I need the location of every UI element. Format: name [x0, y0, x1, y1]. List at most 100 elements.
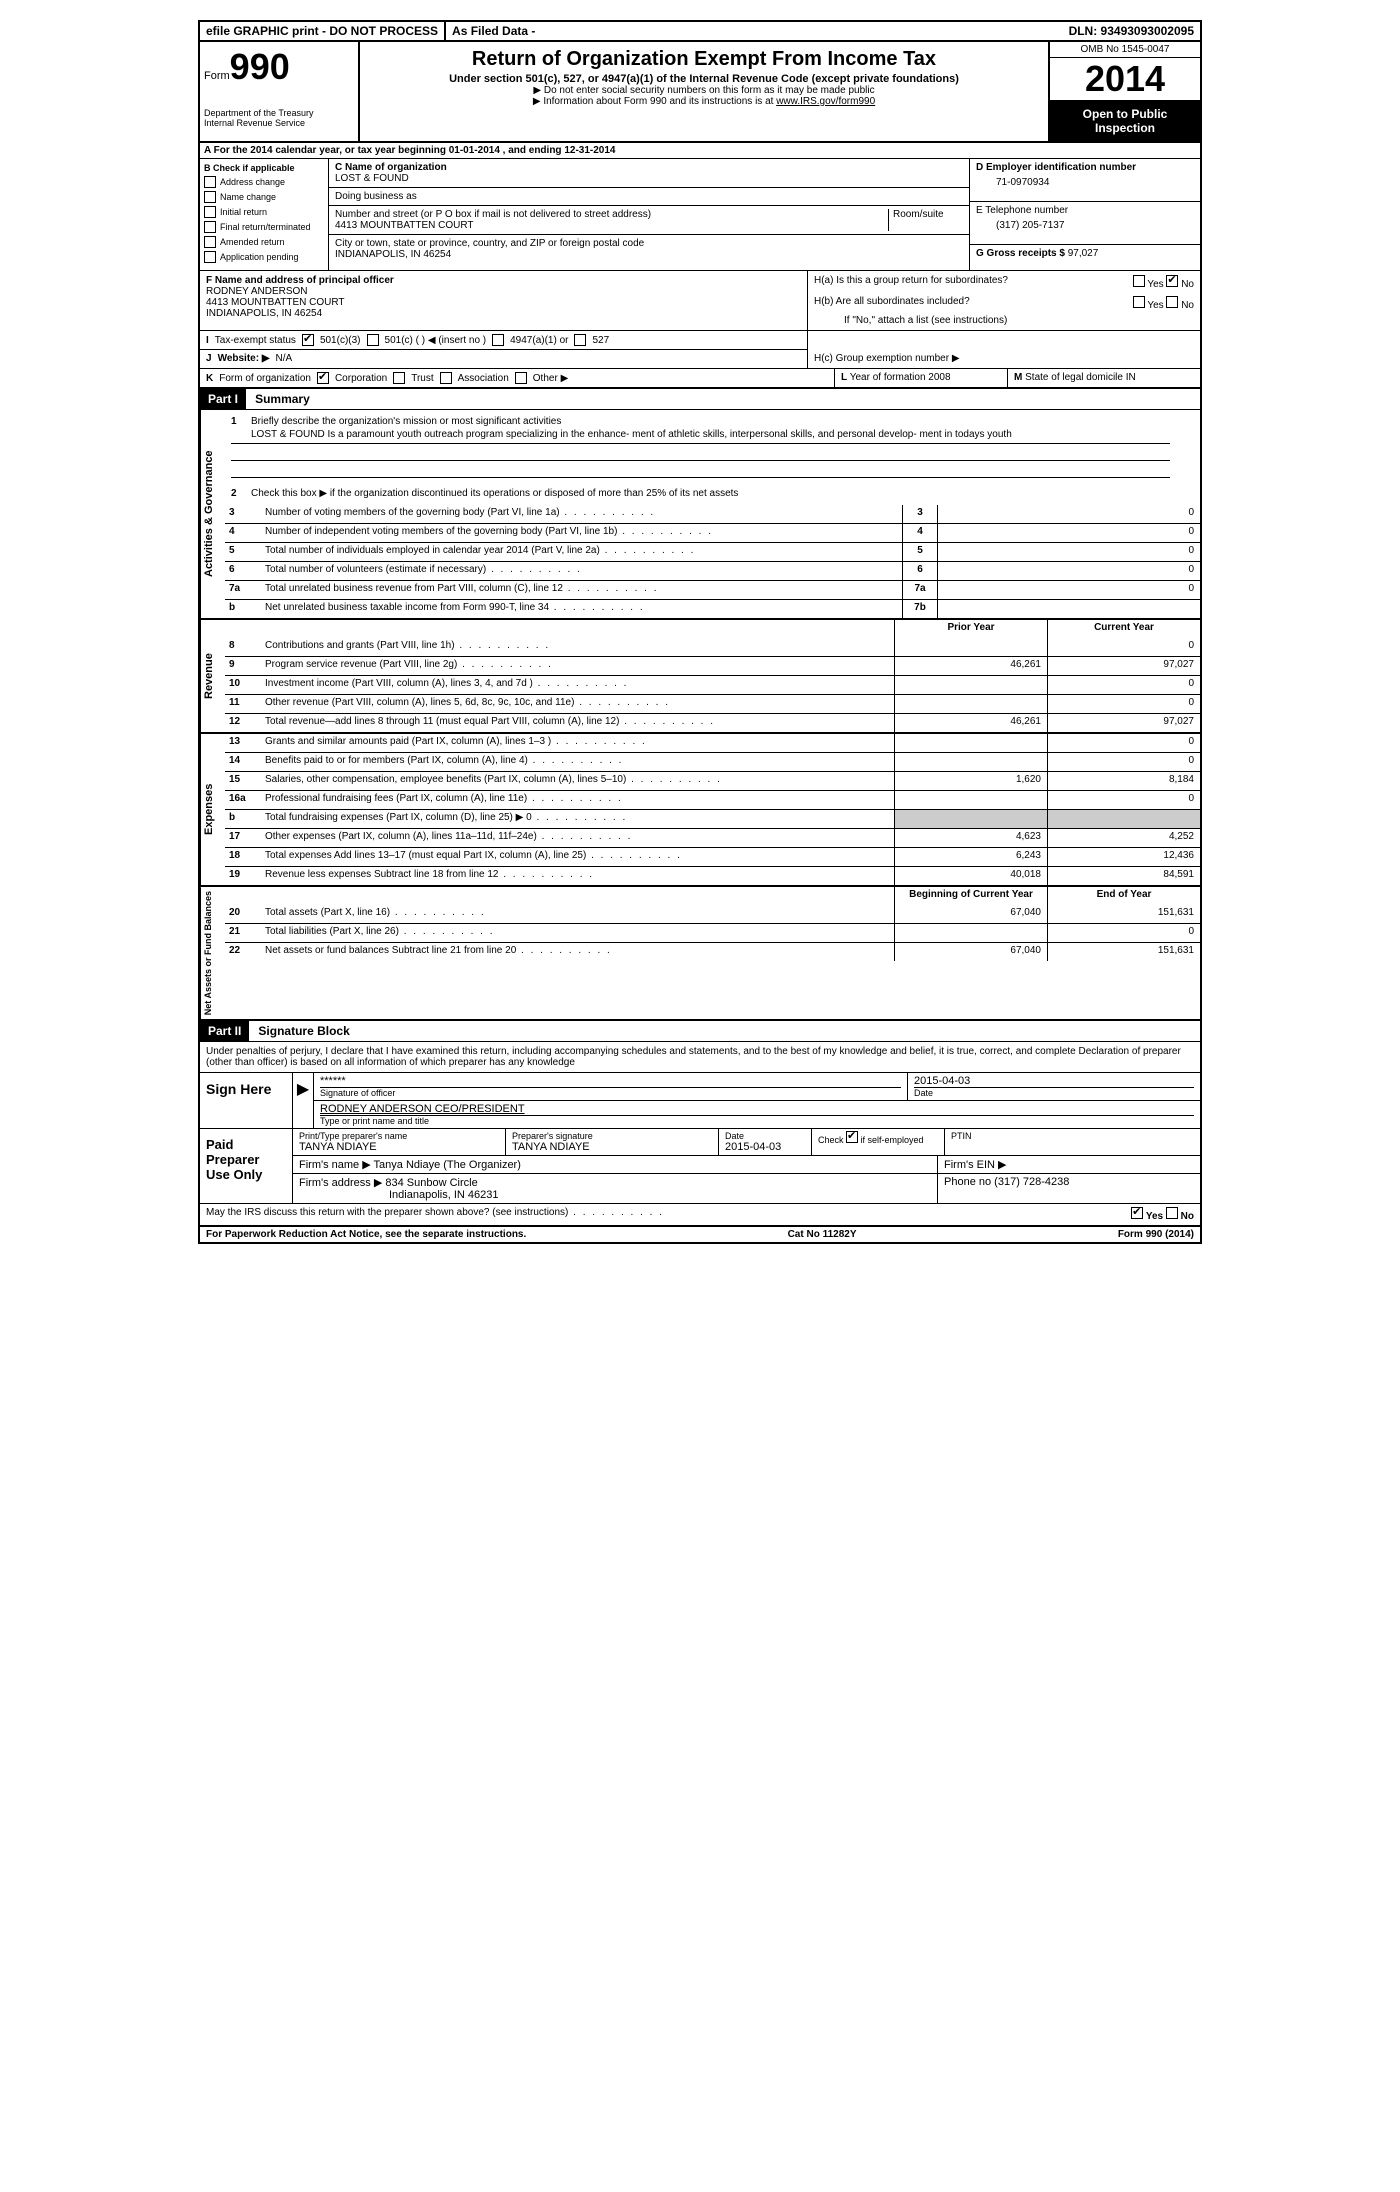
- gross-label: G Gross receipts $: [976, 248, 1065, 259]
- chk-501c[interactable]: [367, 334, 379, 346]
- line-item: 18Total expenses Add lines 13–17 (must e…: [225, 847, 1200, 866]
- line-box: 3: [902, 505, 937, 523]
- chk-name-change[interactable]: Name change: [204, 191, 324, 203]
- line-item: 17Other expenses (Part IX, column (A), l…: [225, 828, 1200, 847]
- line-num: 3: [225, 505, 261, 523]
- row-a-tax-year: A For the 2014 calendar year, or tax yea…: [200, 143, 1200, 159]
- i-text: Tax-exempt status: [215, 335, 296, 346]
- line-desc: Number of independent voting members of …: [261, 524, 902, 542]
- current-val: 97,027: [1047, 714, 1200, 732]
- chk-527[interactable]: [574, 334, 586, 346]
- line-desc: Contributions and grants (Part VIII, lin…: [261, 638, 894, 656]
- discuss-yes-chk[interactable]: [1131, 1207, 1143, 1219]
- part-i-label: Part I: [200, 389, 246, 409]
- line-desc: Other expenses (Part IX, column (A), lin…: [261, 829, 894, 847]
- officer-addr1: 4413 MOUNTBATTEN COURT: [206, 297, 801, 308]
- chk-corp[interactable]: [317, 372, 329, 384]
- officer-name-row: RODNEY ANDERSON CEO/PRESIDENT Type or pr…: [314, 1101, 1200, 1128]
- row-j: J Website: ▶ N/A: [200, 350, 807, 367]
- k-label: K: [206, 373, 213, 384]
- footer-year: 2014: [1168, 1229, 1190, 1240]
- prior-val: 1,620: [894, 772, 1047, 790]
- ha-label: H(a) Is this a group return for subordin…: [814, 275, 1034, 290]
- street-addr: 4413 MOUNTBATTEN COURT: [335, 220, 884, 231]
- self-emp-suffix: if self-employed: [858, 1135, 924, 1145]
- chk-trust[interactable]: [393, 372, 405, 384]
- no-label: No: [1181, 279, 1194, 290]
- line-num: 15: [225, 772, 261, 790]
- current-val: 151,631: [1047, 905, 1200, 923]
- chk-501c3[interactable]: [302, 334, 314, 346]
- current-val: 12,436: [1047, 848, 1200, 866]
- line1-text: Briefly describe the organization's miss…: [251, 416, 561, 427]
- open-public: Open to Public Inspection: [1050, 101, 1200, 141]
- part-ii-title: Signature Block: [252, 1024, 349, 1038]
- line-desc: Grants and similar amounts paid (Part IX…: [261, 734, 894, 752]
- line-desc: Total expenses Add lines 13–17 (must equ…: [261, 848, 894, 866]
- line-num: 22: [225, 943, 261, 961]
- penalty-text: Under penalties of perjury, I declare th…: [200, 1042, 1200, 1073]
- paid-preparer-label: Paid Preparer Use Only: [200, 1129, 293, 1203]
- yes-label: Yes: [1146, 1211, 1163, 1222]
- line-val: 0: [937, 505, 1200, 523]
- city-label: City or town, state or province, country…: [335, 238, 963, 249]
- self-emp-text: Check: [818, 1135, 846, 1145]
- line-num: 20: [225, 905, 261, 923]
- hb-yes-chk[interactable]: [1133, 296, 1145, 308]
- chk-address-change[interactable]: Address change: [204, 176, 324, 188]
- blank: [225, 887, 261, 905]
- line-item: 21Total liabilities (Part X, line 26)0: [225, 923, 1200, 942]
- chk-4947[interactable]: [492, 334, 504, 346]
- header-center: Return of Organization Exempt From Incom…: [360, 42, 1048, 141]
- paid-preparer-row: Paid Preparer Use Only Print/Type prepar…: [200, 1129, 1200, 1204]
- prior-val: [894, 753, 1047, 771]
- opt-501c: 501(c) ( ) ◀ (insert no ): [385, 335, 487, 346]
- current-year-header: Current Year: [1047, 620, 1200, 638]
- date-label: Date: [914, 1087, 1194, 1098]
- chk-final-return[interactable]: Final return/terminated: [204, 221, 324, 233]
- line2-text: Check this box ▶ if the organization dis…: [251, 488, 738, 499]
- firm-name-label: Firm's name ▶: [299, 1159, 371, 1171]
- chk-other[interactable]: [515, 372, 527, 384]
- prior-val: [894, 638, 1047, 656]
- current-val: 0: [1047, 695, 1200, 713]
- mission-text: LOST & FOUND Is a paramount youth outrea…: [231, 429, 1170, 444]
- line-box: 5: [902, 543, 937, 561]
- chk-amended[interactable]: Amended return: [204, 236, 324, 248]
- m-text: State of legal domicile IN: [1025, 372, 1136, 383]
- hb-no-chk[interactable]: [1166, 296, 1178, 308]
- prior-val: 67,040: [894, 943, 1047, 961]
- addr-box: Number and street (or P O box if mail is…: [329, 206, 969, 235]
- mission-blank1: [231, 446, 1170, 461]
- chk-self-employed[interactable]: [846, 1131, 858, 1143]
- line1-num: 1: [231, 416, 251, 427]
- rev-section: Revenue Prior Year Current Year 8Contrib…: [200, 620, 1200, 734]
- opt-assoc: Association: [458, 373, 509, 384]
- note-ssn: ▶ Do not enter social security numbers o…: [364, 85, 1044, 96]
- irs-link[interactable]: www.IRS.gov/form990: [776, 96, 875, 107]
- line-item: 6Total number of volunteers (estimate if…: [225, 561, 1200, 580]
- phone-label: Phone no: [944, 1176, 991, 1188]
- ha-yes-chk[interactable]: [1133, 275, 1145, 287]
- section-f: F Name and address of principal officer …: [200, 271, 808, 330]
- chk-initial-return[interactable]: Initial return: [204, 206, 324, 218]
- current-val: 0: [1047, 791, 1200, 809]
- vert-gov: Activities & Governance: [200, 410, 225, 618]
- form-number: Form990: [204, 46, 354, 88]
- current-val: 84,591: [1047, 867, 1200, 885]
- vert-exp: Expenses: [200, 734, 225, 885]
- chk-assoc[interactable]: [440, 372, 452, 384]
- prior-val: 40,018: [894, 867, 1047, 885]
- firm-addr-label: Firm's address ▶: [299, 1177, 382, 1189]
- prior-val: 46,261: [894, 714, 1047, 732]
- open-line2: Inspection: [1095, 121, 1155, 135]
- chk-pending[interactable]: Application pending: [204, 251, 324, 263]
- discuss-no-chk[interactable]: [1166, 1207, 1178, 1219]
- ha-no-chk[interactable]: [1166, 275, 1178, 287]
- line-item: 19Revenue less expenses Subtract line 18…: [225, 866, 1200, 885]
- gross-box: G Gross receipts $ 97,027: [970, 245, 1200, 262]
- net-content: Beginning of Current Year End of Year 20…: [225, 887, 1200, 1019]
- discuss-text: May the IRS discuss this return with the…: [206, 1207, 1131, 1222]
- line-desc: Total unrelated business revenue from Pa…: [261, 581, 902, 599]
- dba-label: Doing business as: [335, 191, 963, 202]
